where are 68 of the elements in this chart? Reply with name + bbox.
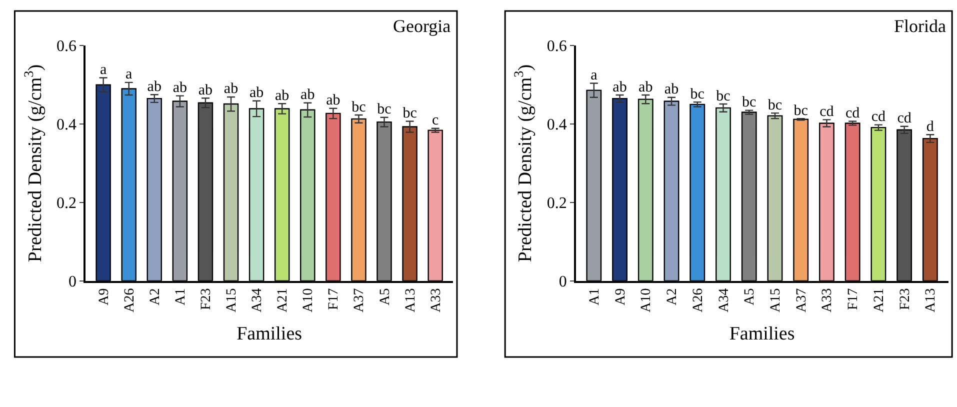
x-tick-label: A13 [924, 288, 939, 312]
y-tick-label: 0.6 [56, 38, 76, 56]
data-label: ab [147, 78, 162, 95]
data-label: bc [716, 88, 731, 104]
x-axis-title: Families [236, 324, 302, 345]
y-tick-label: 0.2 [546, 195, 567, 212]
data-label: a [126, 66, 133, 83]
x-tick-label: A33 [428, 288, 444, 312]
x-tick-label: A26 [122, 288, 138, 312]
data-label: cd [820, 104, 834, 120]
x-tick-label: F17 [846, 288, 862, 310]
x-tick-label: A9 [613, 288, 628, 306]
data-label: ab [198, 82, 213, 98]
y-tick-label: 0.2 [56, 195, 76, 212]
x-tick-label: A21 [872, 288, 887, 312]
data-label: cd [845, 106, 860, 122]
y-tick-label: 0.4 [546, 116, 567, 134]
x-tick-label: A5 [378, 288, 393, 306]
x-tick-label: A10 [301, 288, 316, 312]
x-tick-label: A21 [276, 288, 291, 312]
x-tick-label: A1 [173, 288, 188, 306]
data-label: ab [224, 81, 238, 98]
x-axis-title: Families [729, 324, 795, 345]
data-label: cd [871, 109, 886, 126]
x-tick-label: A13 [403, 288, 418, 312]
data-label: ab [326, 92, 340, 109]
y-tick-label: 0.4 [56, 116, 76, 134]
data-label: bc [377, 102, 392, 118]
x-tick-label: A2 [148, 288, 163, 306]
data-label: ab [638, 79, 653, 96]
x-tick-label: A33 [820, 288, 836, 312]
chart-title: Georgia [393, 16, 451, 36]
x-tick-label: A15 [224, 288, 240, 312]
x-tick-label: A1 [587, 288, 602, 306]
data-label: bc [742, 94, 757, 111]
y-tick-label: 0 [68, 273, 76, 290]
data-label: d [926, 118, 934, 135]
data-label: ab [612, 79, 627, 96]
data-label: bc [768, 97, 782, 114]
data-label: bc [794, 102, 808, 119]
data-label: ab [300, 87, 315, 104]
x-tick-label: A10 [639, 288, 654, 312]
x-tick-label: A9 [96, 288, 112, 306]
x-tick-label: A15 [768, 288, 784, 312]
data-label: ab [664, 82, 679, 98]
data-label: bc [690, 86, 705, 102]
x-tick-label: A37 [794, 288, 810, 312]
data-label: a [590, 67, 598, 84]
x-tick-label: F23 [898, 288, 913, 310]
x-tick-label: F23 [199, 288, 214, 310]
data-label: ab [249, 85, 264, 102]
chart-title: Florida [894, 16, 946, 36]
data-label: a [100, 62, 107, 78]
x-tick-label: A34 [250, 288, 266, 312]
x-tick-label: A2 [665, 288, 680, 306]
data-label: ab [172, 80, 188, 96]
data-label: cd [897, 110, 912, 127]
x-tick-label: A34 [716, 288, 732, 312]
data-label: bc [352, 99, 366, 116]
x-tick-label: A26 [690, 288, 706, 312]
data-label: ab [275, 88, 290, 104]
y-tick-label: 0.6 [546, 38, 567, 56]
x-tick-label: F17 [326, 288, 342, 310]
x-tick-label: A5 [742, 288, 758, 306]
data-label: bc [402, 106, 418, 122]
data-label: c [432, 112, 439, 129]
y-tick-label: 0 [558, 273, 567, 290]
x-tick-label: A37 [352, 288, 368, 312]
